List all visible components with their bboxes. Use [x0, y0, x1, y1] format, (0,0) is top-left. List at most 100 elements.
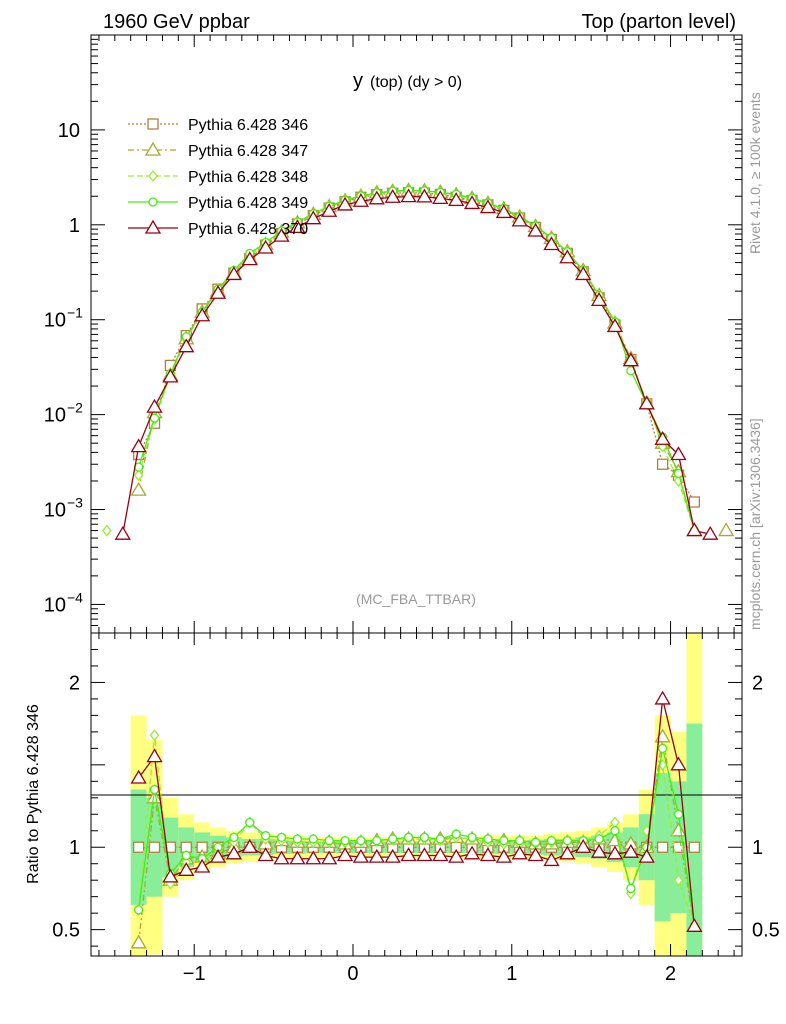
ratio-data-point	[388, 834, 398, 844]
ratio-series-group	[130, 690, 703, 949]
ratio-data-point	[688, 841, 701, 853]
ratio-data-point	[562, 835, 572, 846]
ratio-data-point	[229, 832, 239, 842]
ratio-y-tick-label: 2	[69, 672, 80, 694]
main-data-point	[102, 524, 112, 537]
legend-label: Pythia 6.428 348	[188, 169, 308, 186]
main-data-point	[670, 446, 687, 461]
legend-marker	[148, 169, 158, 183]
main-data-point	[654, 430, 671, 445]
legend-label: Pythia 6.428 346	[188, 117, 308, 134]
main-data-point	[656, 458, 669, 470]
ratio-data-point	[527, 847, 544, 862]
ratio-data-point	[178, 862, 195, 876]
main-data-point	[575, 266, 592, 281]
ratio-data-point	[670, 822, 687, 837]
main-data-point	[622, 352, 639, 367]
ratio-data-point	[419, 832, 430, 842]
main-data-point	[209, 284, 227, 299]
x-tick-label: 0	[347, 963, 358, 985]
legend-marker	[144, 219, 162, 234]
ratio-data-point	[372, 835, 382, 846]
ratio-data-point	[292, 834, 303, 844]
main-data-point	[305, 210, 322, 225]
ratio-data-point	[670, 756, 687, 771]
main-data-point	[511, 212, 528, 227]
ratio-data-point	[308, 834, 318, 844]
ratio-data-point	[130, 769, 147, 784]
ratio-data-point	[340, 835, 350, 846]
legend-marker	[148, 197, 158, 207]
legend-label: Pythia 6.428 347	[188, 143, 308, 160]
main-data-point	[352, 192, 370, 207]
ratio-y-tick-label-right: 2	[752, 672, 763, 694]
y-tick-label: 10	[44, 310, 66, 332]
ratio-data-point	[146, 789, 163, 804]
ratio-data-point	[463, 845, 481, 860]
ratio-series-line	[138, 698, 696, 927]
ratio-y-tick-label: 0.5	[52, 920, 80, 942]
ratio-data-point	[146, 748, 163, 763]
y-tick-label: 10	[44, 500, 66, 522]
main-data-point	[688, 496, 701, 508]
ratio-data-point	[594, 834, 604, 844]
ratio-data-point	[495, 848, 512, 863]
main-data-point	[448, 192, 465, 207]
main-data-point	[257, 239, 274, 254]
ratio-data-point	[499, 835, 509, 846]
legend: Pythia 6.428 346 Pythia 6.428 347 Pythia 6…	[128, 117, 308, 238]
main-data-point	[400, 188, 417, 203]
main-data-point	[432, 190, 449, 205]
main-data-point	[606, 318, 624, 333]
ratio-data-point	[181, 850, 191, 861]
ratio-data-point	[657, 743, 668, 754]
legend-marker	[144, 141, 162, 156]
plot-title-variable: y	[353, 70, 363, 92]
ratio-data-point	[245, 817, 255, 828]
ratio-data-point	[559, 845, 576, 860]
ratio-data-point	[626, 883, 636, 894]
main-data-point	[384, 188, 401, 203]
ratio-y-tick-label-right: 1	[752, 837, 763, 859]
ratio-data-point	[479, 847, 497, 862]
main-data-point	[162, 368, 179, 383]
ratio-data-point	[435, 834, 445, 844]
ratio-data-point	[276, 832, 287, 842]
main-data-point	[559, 249, 576, 264]
mcplots-label: mcplots.cern.ch [arXiv:1306.3436]	[747, 418, 763, 630]
ratio-data-point	[148, 841, 161, 853]
main-data-point	[717, 522, 735, 537]
main-data-point	[638, 395, 655, 410]
ratio-data-point	[543, 852, 560, 867]
ratio-data-point	[149, 729, 160, 742]
ratio-data-point	[403, 832, 414, 842]
main-data-point	[336, 196, 354, 211]
ratio-data-point	[511, 845, 528, 860]
main-series-line	[138, 190, 695, 531]
ratio-data-point	[162, 868, 179, 883]
main-data-point	[130, 438, 147, 453]
y-tick-exponent: −1	[67, 305, 83, 321]
plot-title-subtitle: (top) (dy > 0)	[370, 74, 462, 91]
ratio-data-point	[130, 934, 147, 949]
ratio-data-point	[483, 834, 493, 844]
ratio-data-point	[515, 835, 525, 846]
main-series-line	[138, 189, 695, 531]
legend-marker	[147, 118, 159, 130]
main-data-point	[146, 398, 163, 413]
ratio-data-point	[384, 848, 401, 863]
main-data-point	[114, 525, 131, 540]
ratio-data-point	[656, 841, 669, 853]
ratio-data-point	[622, 843, 639, 858]
ratio-data-point	[451, 829, 461, 839]
main-series-group	[102, 182, 735, 540]
ratio-data-point	[416, 847, 433, 862]
ratio-data-point	[336, 847, 354, 862]
main-data-point	[495, 204, 512, 219]
main-data-point	[321, 202, 338, 217]
ratio-data-point	[273, 850, 290, 865]
y-tick-label: 10	[44, 405, 66, 427]
ratio-data-point	[590, 843, 608, 858]
ratio-data-point	[467, 832, 477, 842]
